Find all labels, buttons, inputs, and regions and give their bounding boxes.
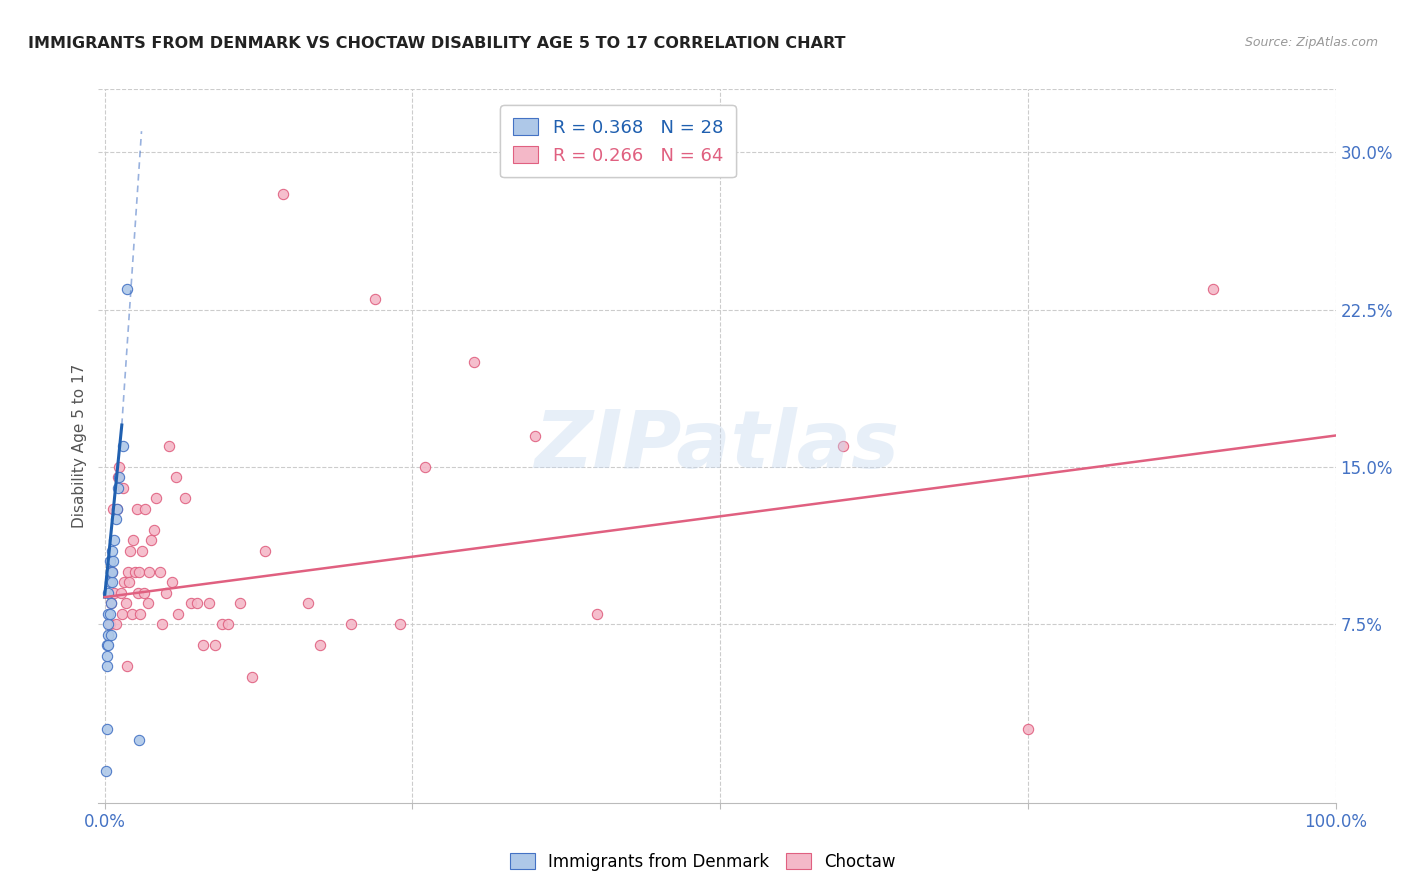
Point [108, 460, 131, 475]
Point [157, 439, 180, 453]
Point [229, 596, 252, 610]
Point [94, 764, 117, 779]
Point [297, 596, 319, 610]
Point [198, 596, 221, 610]
Point [112, 575, 135, 590]
Point [100, 596, 122, 610]
Point [413, 460, 436, 475]
Point [104, 512, 127, 526]
Point [107, 470, 129, 484]
Point [173, 491, 195, 506]
Point [204, 639, 226, 653]
Point [97, 586, 120, 600]
Point [118, 575, 141, 590]
Point [96, 639, 118, 653]
Point [114, 596, 136, 610]
Point [134, 502, 156, 516]
Point [167, 607, 190, 621]
Point [240, 670, 263, 684]
Point [100, 565, 122, 579]
Point [120, 544, 142, 558]
Point [122, 533, 145, 548]
Point [309, 639, 332, 653]
Point [211, 617, 233, 632]
Point [98, 607, 121, 621]
Point [128, 565, 150, 579]
Point [340, 617, 363, 632]
Point [127, 586, 149, 600]
Point [524, 428, 547, 442]
Legend: Immigrants from Denmark, Choctaw: Immigrants from Denmark, Choctaw [502, 845, 904, 880]
Point [125, 502, 148, 516]
Point [115, 659, 138, 673]
Point [96, 659, 118, 673]
Text: Source: ZipAtlas.com: Source: ZipAtlas.com [1244, 36, 1378, 49]
Point [98, 617, 121, 632]
Point [103, 533, 125, 548]
Point [149, 565, 172, 579]
Point [98, 575, 121, 590]
Point [586, 607, 609, 621]
Point [142, 523, 165, 537]
Point [1201, 282, 1223, 296]
Point [97, 607, 120, 621]
Point [121, 607, 143, 621]
Point [101, 575, 124, 590]
Point [103, 586, 125, 600]
Point [96, 648, 118, 663]
Point [105, 502, 128, 516]
Point [112, 439, 135, 453]
Point [136, 596, 159, 610]
Point [165, 470, 187, 484]
Point [832, 439, 855, 453]
Point [253, 544, 276, 558]
Point [132, 586, 155, 600]
Point [155, 586, 177, 600]
Point [97, 628, 120, 642]
Point [1017, 723, 1039, 737]
Point [145, 491, 167, 506]
Point [463, 355, 485, 369]
Point [98, 554, 121, 568]
Point [103, 554, 125, 568]
Point [115, 282, 138, 296]
Point [105, 502, 128, 516]
Text: IMMIGRANTS FROM DENMARK VS CHOCTAW DISABILITY AGE 5 TO 17 CORRELATION CHART: IMMIGRANTS FROM DENMARK VS CHOCTAW DISAB… [28, 36, 845, 51]
Point [104, 617, 127, 632]
Point [186, 596, 208, 610]
Point [111, 607, 134, 621]
Point [131, 544, 153, 558]
Point [364, 292, 387, 306]
Point [191, 639, 214, 653]
Point [100, 596, 122, 610]
Point [97, 617, 120, 632]
Point [97, 639, 120, 653]
Point [100, 628, 122, 642]
Point [128, 732, 150, 747]
Point [129, 607, 152, 621]
Text: ZIPatlas: ZIPatlas [534, 407, 900, 485]
Point [141, 533, 163, 548]
Y-axis label: Disability Age 5 to 17: Disability Age 5 to 17 [72, 364, 87, 528]
Point [138, 565, 160, 579]
Point [107, 481, 129, 495]
Point [271, 187, 294, 202]
Legend: R = 0.368   N = 28, R = 0.266   N = 64: R = 0.368 N = 28, R = 0.266 N = 64 [501, 105, 735, 178]
Point [389, 617, 412, 632]
Point [110, 586, 132, 600]
Point [124, 565, 146, 579]
Point [162, 575, 184, 590]
Point [217, 617, 239, 632]
Point [112, 481, 135, 495]
Point [108, 470, 131, 484]
Point [96, 723, 118, 737]
Point [101, 544, 124, 558]
Point [180, 596, 202, 610]
Point [117, 565, 139, 579]
Point [152, 617, 174, 632]
Point [101, 565, 124, 579]
Point [103, 502, 125, 516]
Point [101, 565, 124, 579]
